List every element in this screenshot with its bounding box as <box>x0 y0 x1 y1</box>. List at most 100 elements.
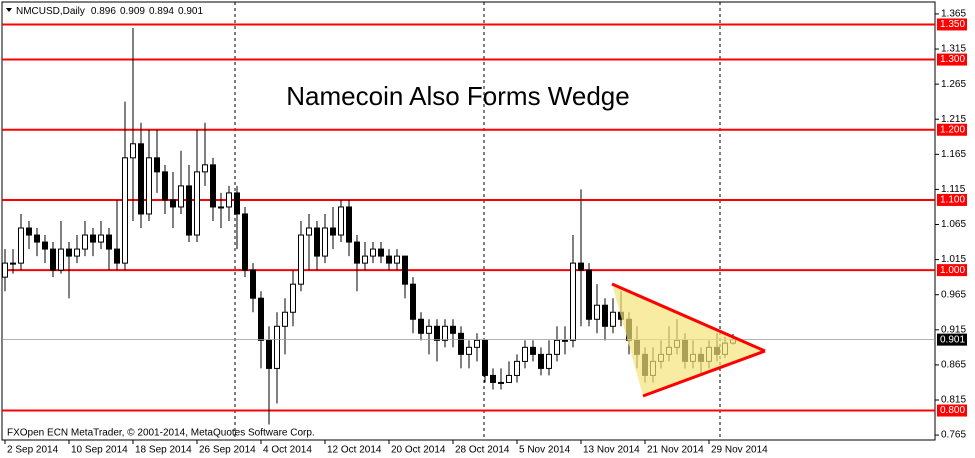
last-high: 0.909 <box>120 6 145 17</box>
candle-body <box>178 185 184 208</box>
candle-body <box>186 185 192 236</box>
candle-body <box>154 157 160 173</box>
candle-body <box>282 311 288 327</box>
candle-body <box>18 227 24 264</box>
y-tick-label: 0.915 <box>941 324 966 335</box>
level-label-box <box>937 18 967 31</box>
symbol: NMCUSD,Daily <box>16 6 85 17</box>
candle-body <box>50 248 56 271</box>
candle-body <box>554 339 560 355</box>
candle-body <box>610 311 616 327</box>
x-tick-label: 2 Sep 2014 <box>7 445 59 456</box>
candle-body <box>298 234 304 285</box>
x-tick-label: 12 Oct 2014 <box>327 445 382 456</box>
wedge-lower-line <box>642 349 766 398</box>
level-label: 1.200 <box>940 124 965 135</box>
level-label-box <box>937 123 967 136</box>
candle-body <box>458 332 464 355</box>
level-label: 0.800 <box>940 405 965 416</box>
candle-body <box>98 234 104 243</box>
candle-body <box>362 255 368 264</box>
candle-body <box>42 241 48 250</box>
candle-body <box>106 234 112 250</box>
candle-body <box>498 381 504 384</box>
last-close: 0.901 <box>178 6 203 17</box>
wedge-fill <box>612 284 765 396</box>
y-tick-label: 1.215 <box>941 114 966 125</box>
candle-body <box>394 255 400 264</box>
candle-body <box>114 248 120 264</box>
candle-body <box>242 213 248 271</box>
level-label: 1.350 <box>940 19 965 30</box>
y-tick-label: 1.165 <box>941 149 966 160</box>
candle-body <box>410 283 416 320</box>
candle-body <box>594 304 600 320</box>
candle-body <box>386 255 392 264</box>
candle-body <box>210 164 216 208</box>
candle-body <box>266 339 272 369</box>
candle-body <box>474 339 480 348</box>
candle-body <box>514 360 520 376</box>
x-tick-label: 10 Sep 2014 <box>71 445 128 456</box>
candle-body <box>226 192 232 208</box>
candle-body <box>138 143 144 215</box>
candle-body <box>82 234 88 250</box>
candle-body <box>530 346 536 355</box>
candle-body <box>418 318 424 334</box>
candle-body <box>306 227 312 236</box>
x-tick-label: 26 Sep 2014 <box>199 445 256 456</box>
candle-body <box>74 248 80 257</box>
candle-body <box>202 164 208 173</box>
level-label: 1.000 <box>940 265 965 276</box>
candle-body <box>538 353 544 369</box>
candle-body <box>562 339 568 342</box>
x-tick-label: 29 Nov 2014 <box>711 445 768 456</box>
level-label-box <box>937 53 967 66</box>
candle-body <box>546 353 552 369</box>
candle-body <box>586 269 592 320</box>
candle-body <box>338 206 344 236</box>
x-tick-label: 18 Sep 2014 <box>135 445 192 456</box>
y-tick-label: 0.965 <box>941 289 966 300</box>
y-tick-label: 1.065 <box>941 219 966 230</box>
candle-body <box>66 248 72 257</box>
x-tick-label: 28 Oct 2014 <box>455 445 510 456</box>
x-tick-label: 20 Oct 2014 <box>391 445 446 456</box>
x-tick-label: 21 Nov 2014 <box>647 445 704 456</box>
candle-body <box>378 248 384 257</box>
candle-body <box>218 206 224 209</box>
candle-body <box>370 248 376 257</box>
y-tick-label: 0.865 <box>941 360 966 371</box>
candle-body <box>442 325 448 341</box>
marks <box>2 23 935 425</box>
chart-title: Namecoin Also Forms Wedge <box>286 81 629 111</box>
y-tick-label: 1.015 <box>941 254 966 265</box>
x-tick-label: 5 Nov 2014 <box>519 445 571 456</box>
candle-body <box>258 297 264 341</box>
menu-arrow <box>6 8 12 12</box>
candle-body <box>578 262 584 271</box>
last-price-label: 0.901 <box>940 334 965 345</box>
x-tick-label: 13 Nov 2014 <box>583 445 640 456</box>
y-tick-label: 0.815 <box>941 395 966 406</box>
candle-body <box>58 248 64 271</box>
level-label-box <box>937 264 967 277</box>
candle-body <box>466 346 472 355</box>
last-open: 0.896 <box>91 6 116 17</box>
candle-body <box>26 227 32 236</box>
candle-body <box>194 171 200 236</box>
level-label: 1.100 <box>940 195 965 206</box>
candle-body <box>122 157 128 264</box>
plot-frame <box>1 1 936 441</box>
candle-body <box>434 325 440 341</box>
footer: FXOpen ECN MetaTrader, © 2001-2014, Meta… <box>7 428 315 439</box>
candle-body <box>274 325 280 369</box>
candle-body <box>322 227 328 257</box>
candle-body <box>10 262 16 265</box>
candle-body <box>570 262 576 341</box>
candle-body <box>162 171 168 201</box>
candle-body <box>130 143 136 159</box>
last-low: 0.894 <box>149 6 174 17</box>
candle-body <box>314 227 320 257</box>
